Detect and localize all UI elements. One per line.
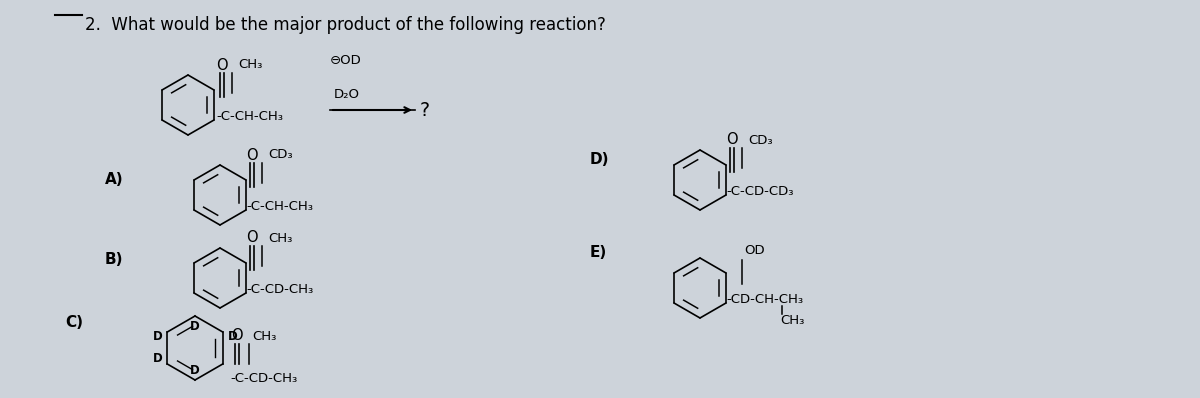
Text: CH₃: CH₃	[780, 314, 804, 327]
Text: O: O	[216, 57, 228, 72]
Text: D₂O: D₂O	[334, 88, 360, 101]
Text: D: D	[190, 320, 200, 332]
Text: -CD-CH-CH₃: -CD-CH-CH₃	[726, 293, 803, 306]
Text: -C-CD-CH₃: -C-CD-CH₃	[230, 372, 298, 385]
Text: D: D	[152, 353, 162, 365]
Text: 2.  What would be the major product of the following reaction?: 2. What would be the major product of th…	[85, 16, 606, 34]
Text: O: O	[246, 230, 258, 246]
Text: -C-CD-CD₃: -C-CD-CD₃	[726, 185, 793, 198]
Text: -C-CD-CH₃: -C-CD-CH₃	[246, 283, 313, 296]
Text: CD₃: CD₃	[268, 148, 293, 162]
Text: CH₃: CH₃	[253, 330, 277, 343]
Text: A): A)	[106, 172, 124, 187]
Text: CD₃: CD₃	[748, 133, 773, 146]
Text: C): C)	[65, 315, 83, 330]
Text: O: O	[246, 148, 258, 162]
Text: D: D	[228, 330, 238, 343]
Text: ?: ?	[420, 101, 430, 119]
Text: D): D)	[590, 152, 610, 167]
Text: -C-CH-CH₃: -C-CH-CH₃	[216, 110, 283, 123]
Text: OD: OD	[744, 244, 764, 256]
Text: E): E)	[590, 245, 607, 260]
Text: -C-CH-CH₃: -C-CH-CH₃	[246, 200, 313, 213]
Text: D: D	[190, 363, 200, 377]
Text: ⊖OD: ⊖OD	[330, 53, 361, 66]
Text: CH₃: CH₃	[268, 232, 293, 244]
Text: D: D	[152, 330, 162, 343]
Text: O: O	[726, 133, 738, 148]
Text: O: O	[230, 328, 242, 343]
Text: B): B)	[106, 252, 124, 267]
Text: CH₃: CH₃	[238, 59, 263, 72]
